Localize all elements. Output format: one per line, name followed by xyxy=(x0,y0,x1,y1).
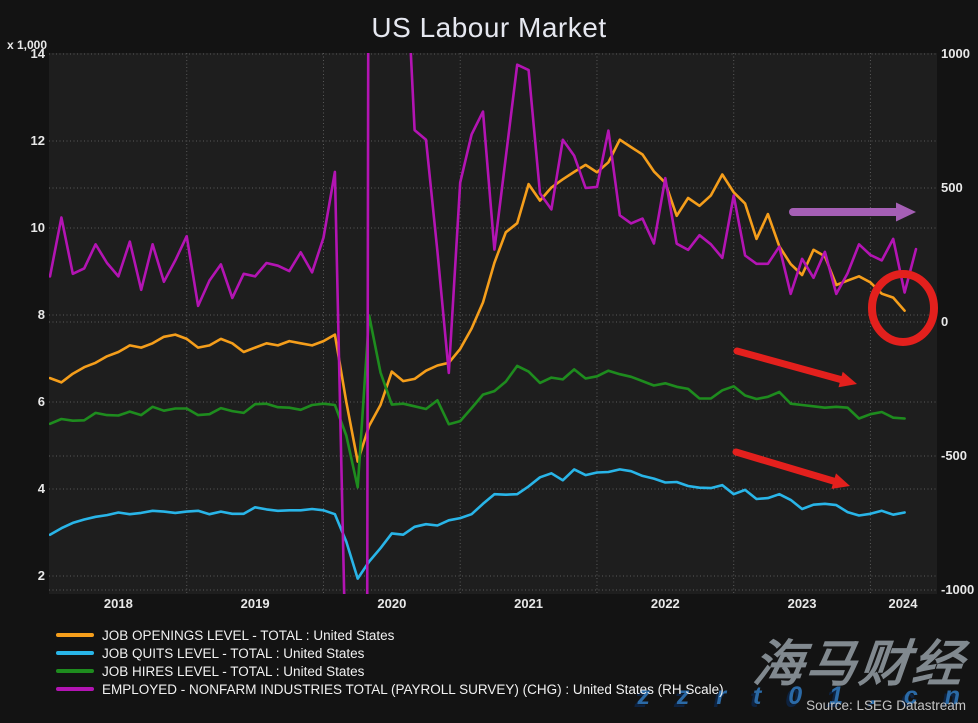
legend-label-job-quits: JOB QUITS LEVEL - TOTAL : United States xyxy=(102,645,365,661)
y-axis-left-tick-12: 12 xyxy=(30,133,45,148)
legend-item-employed-nonfarm-chg: EMPLOYED - NONFARM INDUSTRIES TOTAL (PAY… xyxy=(56,680,724,698)
legend-label-job-hires: JOB HIRES LEVEL - TOTAL : United States xyxy=(102,663,365,679)
chart-legend: JOB OPENINGS LEVEL - TOTAL : United Stat… xyxy=(56,626,724,698)
y-axis-left-tick-8: 8 xyxy=(37,307,45,322)
line-series-employed-nonfarm-chg xyxy=(49,53,918,594)
gridlines xyxy=(49,53,937,594)
y-axis-left-tick-14: 14 xyxy=(30,46,45,61)
legend-label-employed-nonfarm-chg: EMPLOYED - NONFARM INDUSTRIES TOTAL (PAY… xyxy=(102,681,724,697)
line-series-job-openings xyxy=(49,138,906,463)
x-axis-tick-2022: 2022 xyxy=(650,596,680,611)
legend-label-job-openings: JOB OPENINGS LEVEL - TOTAL : United Stat… xyxy=(102,627,395,643)
x-axis-tick-2021: 2021 xyxy=(514,596,544,611)
y-axis-right-tick--1000: -1000 xyxy=(941,582,975,597)
line-series-job-hires xyxy=(49,314,906,489)
y-axis-left-tick-6: 6 xyxy=(37,394,45,409)
x-axis-tick-2018: 2018 xyxy=(103,596,133,611)
legend-item-job-openings: JOB OPENINGS LEVEL - TOTAL : United Stat… xyxy=(56,626,724,644)
x-axis-tick-2020: 2020 xyxy=(377,596,407,611)
y-axis-right-tick-0: 0 xyxy=(941,314,949,329)
x-axis-tick-2019: 2019 xyxy=(240,596,270,611)
legend-swatch-job-hires xyxy=(56,669,94,673)
annotation-arrow-0 xyxy=(789,202,916,222)
plot-area xyxy=(49,53,937,594)
y-axis-right-tick--500: -500 xyxy=(941,448,968,463)
left-axis-unit-label: x 1,000 xyxy=(6,38,47,52)
y-axis-left-tick-2: 2 xyxy=(37,568,45,583)
y-axis-right-tick-500: 500 xyxy=(941,180,963,195)
chart-title: US Labour Market xyxy=(371,12,607,43)
legend-item-job-hires: JOB HIRES LEVEL - TOTAL : United States xyxy=(56,662,724,680)
y-axis-left-tick-10: 10 xyxy=(30,220,45,235)
legend-swatch-job-quits xyxy=(56,651,94,655)
annotation-circle xyxy=(868,270,938,346)
y-axis-right-tick-1000: 1000 xyxy=(941,46,970,61)
watermark-domain: z z r t 0 1 . c n xyxy=(637,682,970,710)
x-axis-tick-2023: 2023 xyxy=(787,596,817,611)
line-series-job-quits xyxy=(49,468,906,580)
annotation-arrow-1 xyxy=(733,347,857,388)
annotation-arrow-2 xyxy=(732,448,850,489)
x-axis-tick-2024: 2024 xyxy=(888,596,918,611)
legend-swatch-job-openings xyxy=(56,633,94,637)
source-text: Source: LSEG Datastream xyxy=(806,698,966,713)
legend-swatch-employed-nonfarm-chg xyxy=(56,687,94,691)
y-axis-left-tick-4: 4 xyxy=(37,481,45,496)
legend-item-job-quits: JOB QUITS LEVEL - TOTAL : United States xyxy=(56,644,724,662)
